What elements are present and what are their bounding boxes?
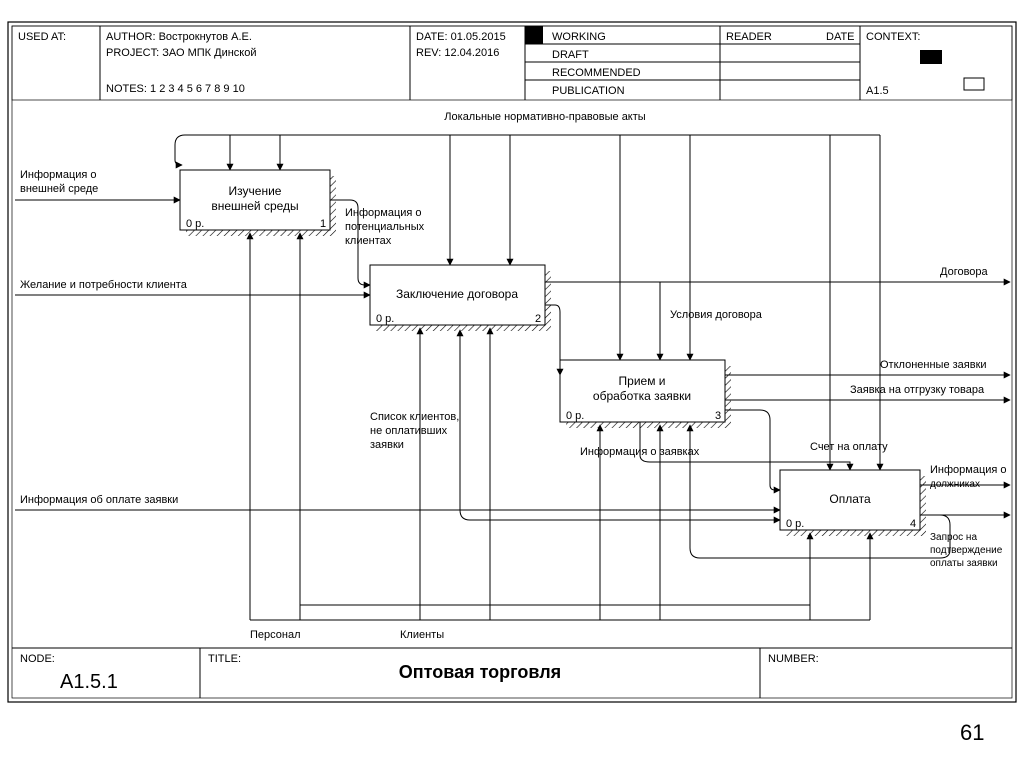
svg-text:не оплативших: не оплативших (370, 425, 448, 437)
svg-text:Заключение договора: Заключение договора (396, 287, 518, 301)
svg-text:NOTES: 1 2 3 4 5 6 7 8: NOTES: 1 2 3 4 5 6 7 8 9 10 (106, 83, 245, 95)
svg-text:Запрос на: Запрос на (930, 532, 977, 543)
outer-frame (8, 22, 1016, 702)
svg-text:3: 3 (715, 410, 721, 422)
svg-text:0 р.: 0 р. (566, 410, 584, 422)
svg-text:TITLE:: TITLE: (208, 653, 241, 665)
svg-text:NUMBER:: NUMBER: (768, 653, 819, 665)
svg-text:DATE: 01.05.2015: DATE: 01.05.2015 (416, 31, 506, 43)
svg-text:должниках: должниках (930, 479, 980, 490)
svg-text:RECOMMENDED: RECOMMENDED (552, 67, 641, 79)
svg-text:Информация об оплате заявки: Информация об оплате заявки (20, 494, 178, 506)
svg-text:0 р.: 0 р. (376, 313, 394, 325)
box-3: Прием и обработка заявки 0 р. 3 (560, 360, 731, 428)
svg-text:PROJECT: ЗАО МПК Динской: PROJECT: ЗАО МПК Динской (106, 47, 257, 59)
svg-text:0 р.: 0 р. (786, 518, 804, 530)
svg-text:Информация о: Информация о (345, 207, 422, 219)
svg-text:DATE: DATE (826, 31, 855, 43)
svg-text:Изучение: Изучение (229, 184, 282, 198)
svg-text:Информация о: Информация о (20, 169, 97, 181)
diagram-title: Оптовая торговля (399, 662, 561, 682)
svg-text:внешней среды: внешней среды (211, 199, 298, 213)
svg-text:Договора: Договора (940, 266, 989, 278)
svg-text:Желание и потребности клиента: Желание и потребности клиента (20, 279, 188, 291)
used-at-label: USED AT: (18, 31, 66, 43)
control-label: Локальные нормативно-правовые акты (444, 111, 645, 123)
page-number: 61 (960, 720, 984, 745)
svg-text:CONTEXT:: CONTEXT: (866, 31, 920, 43)
svg-text:Условия договора: Условия договора (670, 309, 763, 321)
svg-text:DRAFT: DRAFT (552, 49, 589, 61)
svg-text:Счет на оплату: Счет на оплату (810, 441, 888, 453)
box-4: Оплата 0 р. 4 (780, 470, 926, 536)
svg-text:Оплата: Оплата (829, 492, 871, 506)
svg-text:0 р.: 0 р. (186, 218, 204, 230)
header: USED AT: AUTHOR: Вострокнутов А.Е. PROJE… (12, 26, 1012, 100)
node-code: A1.5.1 (60, 671, 118, 693)
svg-text:READER: READER (726, 31, 772, 43)
svg-text:A1.5: A1.5 (866, 85, 889, 97)
svg-text:оплаты заявки: оплаты заявки (930, 558, 998, 569)
svg-text:внешней среде: внешней среде (20, 183, 98, 195)
svg-text:Список клиентов,: Список клиентов, (370, 411, 459, 423)
svg-text:заявки: заявки (370, 439, 404, 451)
mechanism-1: Персонал (250, 629, 301, 641)
box-2: Заключение договора 0 р. 2 (370, 265, 551, 331)
svg-text:AUTHOR: Вострокнутов А.Е.: AUTHOR: Вострокнутов А.Е. (106, 31, 252, 43)
footer: NODE: A1.5.1 TITLE: Оптовая торговля NUM… (12, 648, 1012, 698)
svg-text:1: 1 (320, 218, 326, 230)
svg-text:обработка заявки: обработка заявки (593, 389, 691, 403)
svg-text:4: 4 (910, 518, 916, 530)
svg-text:2: 2 (535, 313, 541, 325)
svg-text:Отклоненные заявки: Отклоненные заявки (880, 359, 987, 371)
svg-text:NODE:: NODE: (20, 653, 55, 665)
svg-text:потенциальных: потенциальных (345, 221, 425, 233)
svg-text:Прием и: Прием и (619, 374, 666, 388)
working-marker (525, 26, 543, 44)
context-marker-2 (964, 78, 984, 90)
svg-text:REV: 12.04.2016: REV: 12.04.2016 (416, 47, 499, 59)
svg-text:клиентах: клиентах (345, 235, 392, 247)
context-marker-1 (920, 50, 942, 64)
svg-text:Заявка на отгрузку товара: Заявка на отгрузку товара (850, 384, 985, 396)
box-1: Изучение внешней среды 0 р. 1 (180, 170, 336, 236)
inner-frame (12, 26, 1012, 698)
svg-text:WORKING: WORKING (552, 31, 606, 43)
mechanism-2: Клиенты (400, 629, 444, 641)
svg-text:Информация о заявках: Информация о заявках (580, 446, 700, 458)
svg-text:Информация о: Информация о (930, 464, 1007, 476)
svg-text:PUBLICATION: PUBLICATION (552, 85, 625, 97)
svg-text:подтверждение: подтверждение (930, 545, 1003, 556)
